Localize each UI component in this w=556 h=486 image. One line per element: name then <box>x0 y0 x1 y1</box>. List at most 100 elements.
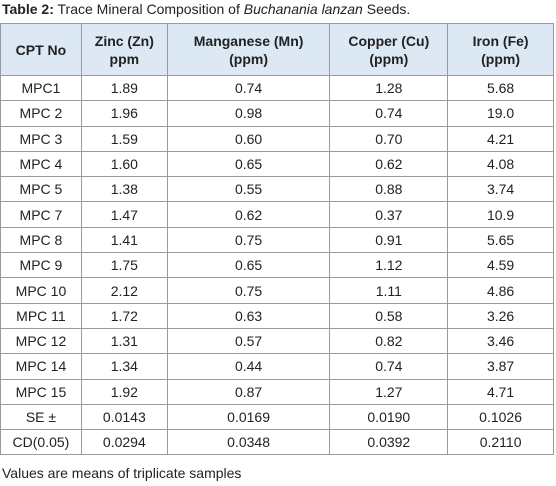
table-cell: 1.12 <box>329 252 449 279</box>
table-cell: 5.68 <box>447 74 554 102</box>
table-cell: MPC 14 <box>0 353 82 380</box>
table-cell: MPC1 <box>0 74 82 102</box>
footnote: Values are means of triplicate samples <box>2 465 242 481</box>
header-line: (ppm) <box>369 50 409 67</box>
table-body: MPC1 1.89 0.74 1.28 5.68 MPC 2 1.96 0.98 0.74 19.… <box>0 74 554 456</box>
table-cell: 1.27 <box>329 378 449 405</box>
table-cell: 0.88 <box>329 176 449 203</box>
table-cell: 0.62 <box>329 150 449 178</box>
table-cell: 1.75 <box>80 252 168 279</box>
table-cell: 0.57 <box>166 327 331 355</box>
table-cell: 0.0143 <box>80 403 168 431</box>
header-line: (ppm) <box>229 50 269 67</box>
table-cell: 0.70 <box>329 125 449 152</box>
table-cell: 0.0169 <box>166 403 331 431</box>
table-cell: 3.46 <box>447 327 554 355</box>
table-cell: CD(0.05) <box>0 429 82 456</box>
table-row: MPC 11 1.72 0.63 0.58 3.26 <box>0 302 554 329</box>
table-cell: 1.96 <box>80 100 168 127</box>
table-cell: 1.34 <box>80 353 168 380</box>
header-line: Manganese (Mn) <box>193 32 304 49</box>
table-cell: 1.41 <box>80 226 168 254</box>
table-row: MPC 15 1.92 0.87 1.27 4.71 <box>0 378 554 405</box>
table-cell: MPC 4 <box>0 150 82 178</box>
table-row: MPC 14 1.34 0.44 0.74 3.87 <box>0 353 554 380</box>
table-row: MPC 8 1.41 0.75 0.91 5.65 <box>0 226 554 254</box>
table-cell: 0.98 <box>166 100 331 127</box>
table-cell: 1.11 <box>329 277 449 304</box>
table-cell: 0.82 <box>329 327 449 355</box>
header-cell: Manganese (Mn) (ppm) <box>166 23 331 76</box>
table-cell: MPC 11 <box>0 302 82 329</box>
table-cell: 4.71 <box>447 378 554 405</box>
table-row: MPC 2 1.96 0.98 0.74 19.0 <box>0 100 554 127</box>
table-cell: 1.72 <box>80 302 168 329</box>
table-cell: 4.21 <box>447 125 554 152</box>
header-line: Iron (Fe) <box>472 32 529 49</box>
header-line: ppm <box>109 50 140 67</box>
table-cell: 3.87 <box>447 353 554 380</box>
caption-text: Trace Mineral Composition of <box>53 1 244 17</box>
table-cell: 4.08 <box>447 150 554 178</box>
header-cell: CPT No <box>0 23 82 76</box>
header-line: Zinc (Zn) <box>94 32 154 49</box>
header-cell: Zinc (Zn) ppm <box>80 23 168 76</box>
table-cell: 10.9 <box>447 201 554 228</box>
table-cell: 0.62 <box>166 201 331 228</box>
table-cell: 1.31 <box>80 327 168 355</box>
table-cell: 4.86 <box>447 277 554 304</box>
table: CPT No Zinc (Zn) ppm Manganese (Mn) (ppm) Cop… <box>0 23 554 456</box>
table-cell: MPC 2 <box>0 100 82 127</box>
table-cell: 3.26 <box>447 302 554 329</box>
table-cell: 5.65 <box>447 226 554 254</box>
table-cell: 1.60 <box>80 150 168 178</box>
table-cell: 0.55 <box>166 176 331 203</box>
table-cell: 0.87 <box>166 378 331 405</box>
table-cell: 0.37 <box>329 201 449 228</box>
table-cell: 0.63 <box>166 302 331 329</box>
table-cell: 0.0294 <box>80 429 168 456</box>
table-row: MPC1 1.89 0.74 1.28 5.68 <box>0 74 554 102</box>
caption-end: Seeds. <box>362 1 411 17</box>
table-cell: 0.58 <box>329 302 449 329</box>
table-cell: MPC 3 <box>0 125 82 152</box>
table-cell: 1.47 <box>80 201 168 228</box>
table-cell: 0.65 <box>166 252 331 279</box>
table-cell: SE ± <box>0 403 82 431</box>
caption: Table 2: Trace Mineral Composition of Bu… <box>2 1 410 17</box>
table-head: CPT No Zinc (Zn) ppm Manganese (Mn) (ppm) Cop… <box>0 23 554 76</box>
table-cell: 1.59 <box>80 125 168 152</box>
table-cell: MPC 5 <box>0 176 82 203</box>
table-cell: MPC 7 <box>0 201 82 228</box>
table-cell: 0.74 <box>329 353 449 380</box>
table-cell: MPC 9 <box>0 252 82 279</box>
table-cell: 0.91 <box>329 226 449 254</box>
table-row: MPC 4 1.60 0.65 0.62 4.08 <box>0 150 554 178</box>
header-row: CPT No Zinc (Zn) ppm Manganese (Mn) (ppm) Cop… <box>0 23 554 76</box>
table-cell: MPC 10 <box>0 277 82 304</box>
header-line: (ppm) <box>481 50 521 67</box>
table-cell: 0.2110 <box>447 429 554 456</box>
header-cell: Copper (Cu) (ppm) <box>329 23 449 76</box>
table-cell: 0.75 <box>166 226 331 254</box>
table-cell: 19.0 <box>447 100 554 127</box>
table-cell: 0.1026 <box>447 403 554 431</box>
table-cell: 1.89 <box>80 74 168 102</box>
table-cell: 3.74 <box>447 176 554 203</box>
table-cell: MPC 15 <box>0 378 82 405</box>
table-cell: MPC 8 <box>0 226 82 254</box>
table-row: CD(0.05) 0.0294 0.0348 0.0392 0.2110 <box>0 429 554 456</box>
table-cell: 0.74 <box>166 74 331 102</box>
header-line: Copper (Cu) <box>348 32 430 49</box>
table-cell: 2.12 <box>80 277 168 304</box>
table-cell: 1.28 <box>329 74 449 102</box>
table-row: MPC 5 1.38 0.55 0.88 3.74 <box>0 176 554 203</box>
table-cell: 0.0348 <box>166 429 331 456</box>
table-cell: 0.60 <box>166 125 331 152</box>
table-cell: 4.59 <box>447 252 554 279</box>
table-cell: 1.38 <box>80 176 168 203</box>
table-cell: MPC 12 <box>0 327 82 355</box>
table-row: MPC 12 1.31 0.57 0.82 3.46 <box>0 327 554 355</box>
table-cell: 0.74 <box>329 100 449 127</box>
